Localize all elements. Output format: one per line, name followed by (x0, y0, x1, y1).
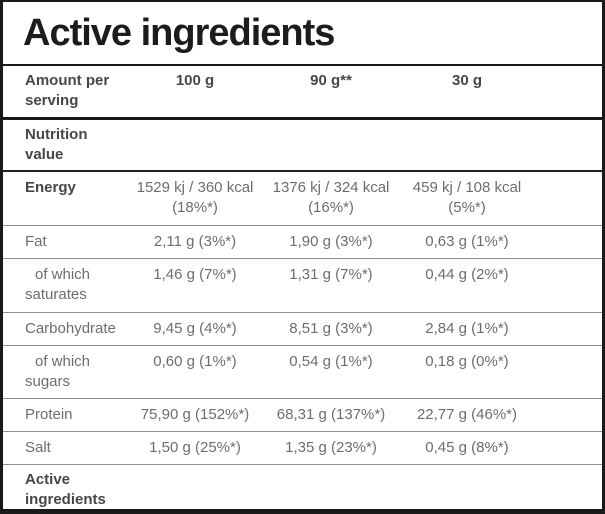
cell-saturates-100g: 1,46 g (7%*) (153, 266, 237, 283)
section-row-active-ingredients: Active ingredients (3, 465, 602, 509)
cell-sugars-90g: 0,54 g (1%*) (289, 353, 373, 370)
cell-energy-30g: 459 kj / 108 kcal (5%*) (399, 178, 535, 218)
header-spacer (535, 71, 602, 72)
cell-fat-100g: 2,11 g (3%*) (153, 233, 237, 250)
cell-saturates-90g: 1,31 g (7%*) (289, 266, 373, 283)
cell-energy-100g: 1529 kj / 360 kcal (18%*) (127, 178, 263, 218)
cell-energy-90g: 1376 kj / 324 kcal (16%*) (263, 178, 399, 218)
row-salt: Salt 1,50 g (25%*) 1,35 g (23%*) 0,45 g … (3, 432, 602, 465)
cell-sugars-100g: 0,60 g (1%*) (153, 353, 237, 370)
cell-carbohydrate-100g: 9,45 g (4%*) (153, 320, 237, 337)
cell-protein-100g: 75,90 g (152%*) (140, 406, 250, 423)
row-label: Fat (25, 233, 47, 250)
cell-salt-90g: 1,35 g (23%*) (285, 439, 377, 456)
energy-daily-pct: (16%*) (308, 199, 354, 216)
energy-value: 459 kj / 108 kcal (412, 179, 522, 196)
row-label: Carbohydrate (25, 320, 116, 337)
energy-daily-pct: (18%*) (172, 199, 218, 216)
row-label: of which sugars (25, 353, 91, 390)
cell-protein-30g: 22,77 g (46%*) (416, 406, 518, 423)
row-label: Salt (25, 439, 51, 456)
section-label: Active ingredients (25, 471, 106, 508)
panel-title: Active ingredients (23, 12, 335, 54)
cell-carbohydrate-90g: 8,51 g (3%*) (289, 320, 373, 337)
cell-salt-30g: 0,45 g (8%*) (425, 439, 509, 456)
header-amount-per-serving: Amount per serving (25, 72, 110, 109)
energy-value: 1376 kj / 324 kcal (272, 179, 390, 196)
row-of-which-sugars: of which sugars 0,60 g (1%*) 0,54 g (1%*… (3, 346, 602, 399)
cell-fat-30g: 0,63 g (1%*) (425, 233, 509, 250)
row-label: of which saturates (25, 266, 91, 303)
header-col-30g: 30 g (451, 72, 482, 89)
energy-daily-pct: (5%*) (448, 199, 486, 216)
row-carbohydrate: Carbohydrate 9,45 g (4%*) 8,51 g (3%*) 2… (3, 313, 602, 346)
header-col-90g: 90 g** (310, 72, 352, 89)
row-of-which-saturates: of which saturates 1,46 g (7%*) 1,31 g (… (3, 259, 602, 313)
cell-sugars-30g: 0,18 g (0%*) (425, 353, 509, 370)
cell-fat-90g: 1,90 g (3%*) (289, 233, 373, 250)
row-protein: Protein 75,90 g (152%*) 68,31 g (137%*) … (3, 399, 602, 432)
header-col-100g: 100 g (175, 72, 215, 89)
panel-title-area: Active ingredients (3, 2, 602, 64)
energy-value: 1529 kj / 360 kcal (136, 179, 254, 196)
row-label: Protein (25, 406, 73, 423)
table-header-row: Amount per serving 100 g 90 g** 30 g (3, 64, 602, 120)
section-row-nutrition-value: Nutrition value (3, 120, 602, 172)
cell-protein-90g: 68,31 g (137%*) (276, 406, 386, 423)
cell-salt-100g: 1,50 g (25%*) (149, 439, 241, 456)
cell-saturates-30g: 0,44 g (2%*) (425, 266, 509, 283)
nutrition-table: Amount per serving 100 g 90 g** 30 g Nut… (3, 64, 602, 509)
section-label: Nutrition value (25, 126, 88, 163)
row-label: Energy (25, 179, 76, 196)
cell-carbohydrate-30g: 2,84 g (1%*) (425, 320, 509, 337)
row-fat: Fat 2,11 g (3%*) 1,90 g (3%*) 0,63 g (1%… (3, 226, 602, 259)
row-energy: Energy 1529 kj / 360 kcal (18%*) 1376 kj… (3, 172, 602, 226)
